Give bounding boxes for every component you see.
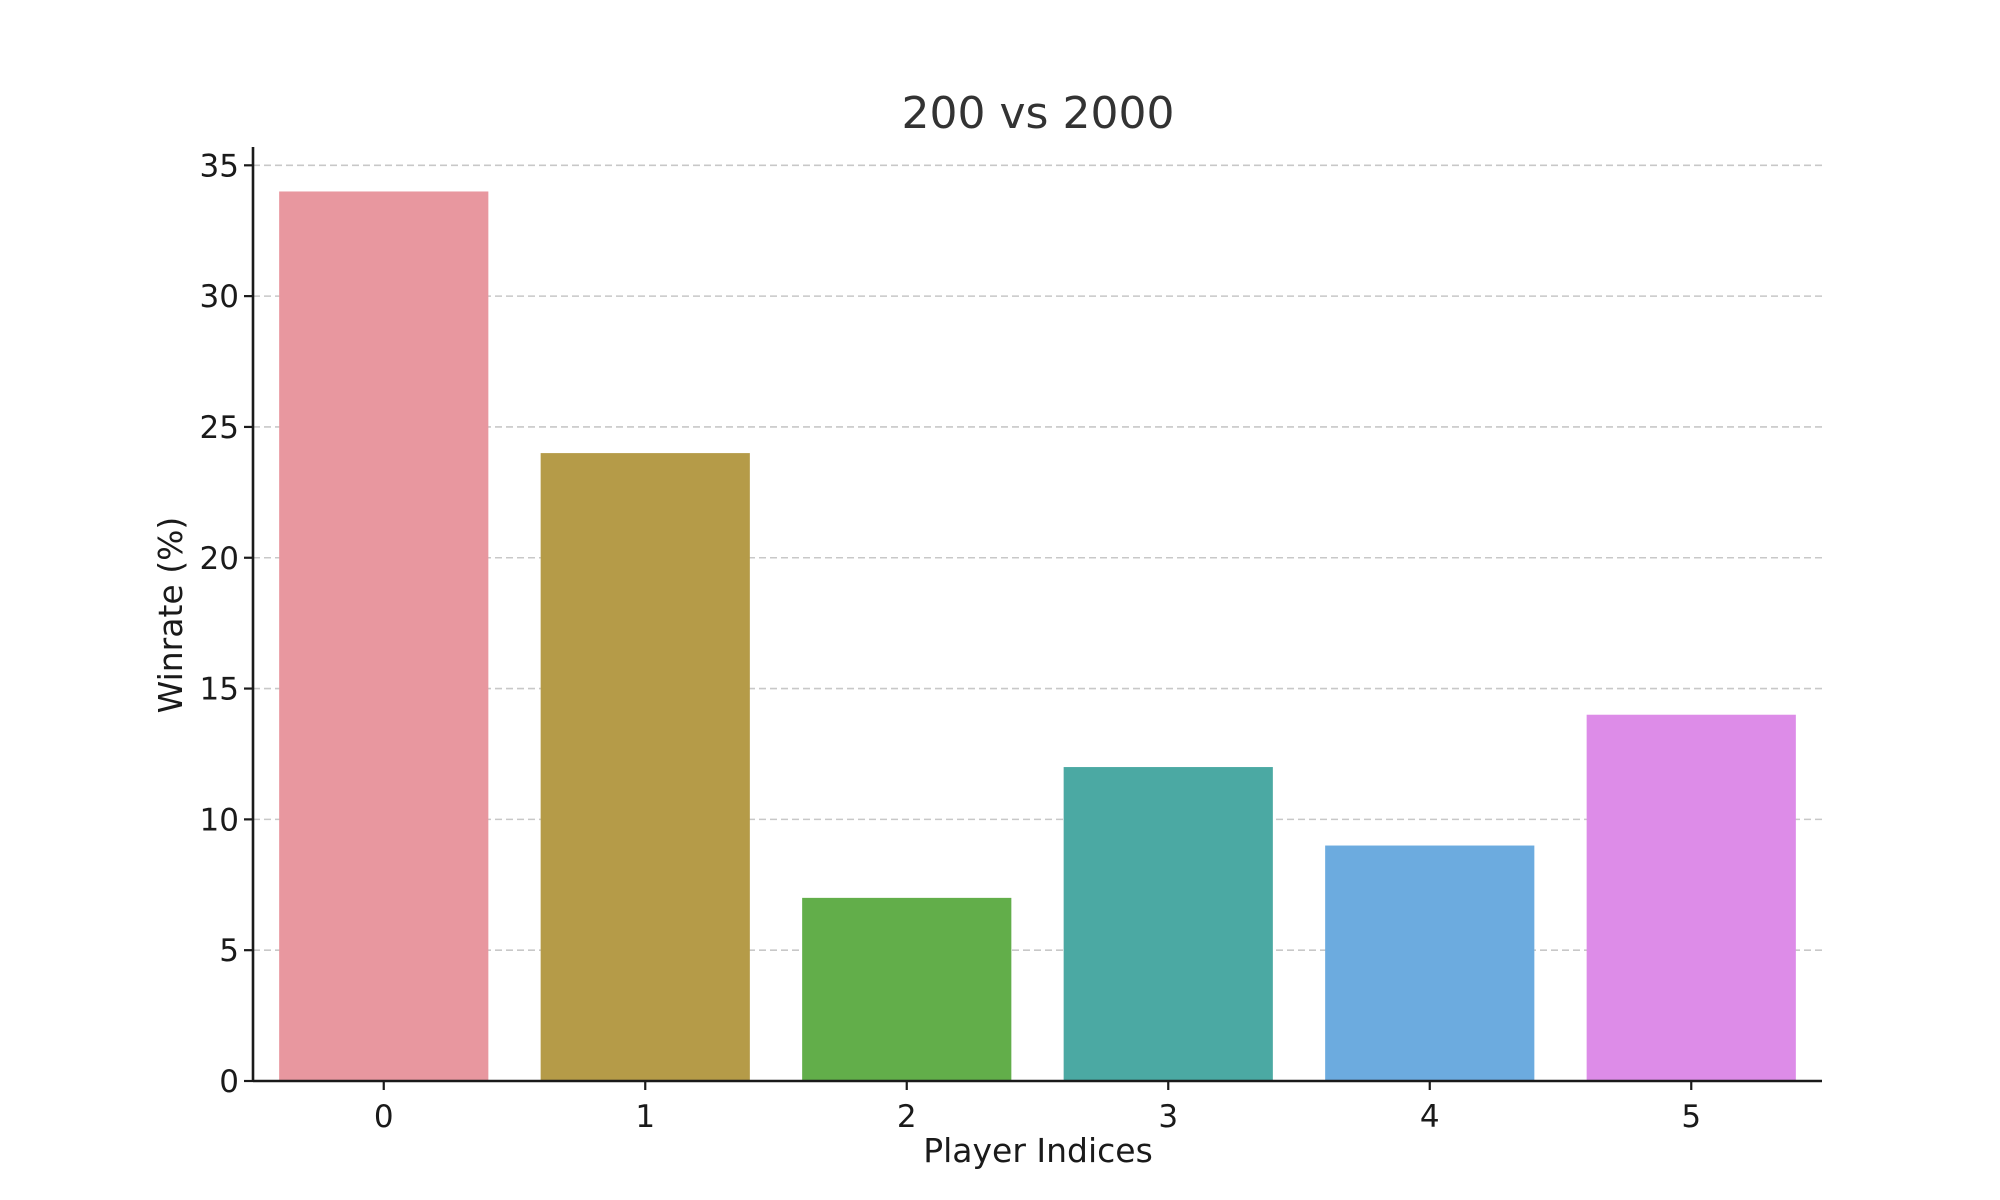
bar-1 <box>540 453 750 1081</box>
x-tick-label-4: 4 <box>1420 1099 1440 1135</box>
bars <box>279 191 1796 1081</box>
x-axis-label: Player Indices <box>923 1131 1153 1170</box>
bar-3 <box>1063 767 1273 1081</box>
y-axis-label: Winrate (%) <box>151 517 190 714</box>
y-tick-label: 20 <box>200 541 239 577</box>
x-tick-label-2: 2 <box>897 1099 917 1135</box>
x-tick-label-3: 3 <box>1158 1099 1178 1135</box>
gridlines <box>253 164 1822 951</box>
bar-5 <box>1586 714 1796 1081</box>
chart-title: 200 vs 2000 <box>902 88 1175 139</box>
y-tick-label: 10 <box>200 802 239 838</box>
x-tick-label-1: 1 <box>635 1099 655 1135</box>
y-tick-label: 30 <box>200 279 239 315</box>
y-tick-label: 5 <box>219 933 239 969</box>
y-tick-label: 0 <box>219 1064 239 1100</box>
bar-4 <box>1325 845 1535 1081</box>
y-tick-label: 25 <box>200 410 239 446</box>
y-tick-label: 35 <box>200 148 239 184</box>
ticks: 0 5 10 15 20 25 30 35 0 1 2 3 4 5 <box>200 148 1702 1135</box>
bar-2 <box>802 897 1012 1081</box>
x-tick-label-5: 5 <box>1681 1099 1701 1135</box>
y-tick-label: 15 <box>200 672 239 708</box>
x-tick-label-0: 0 <box>374 1099 394 1135</box>
bar-0 <box>279 191 489 1081</box>
axes <box>251 147 1822 1083</box>
